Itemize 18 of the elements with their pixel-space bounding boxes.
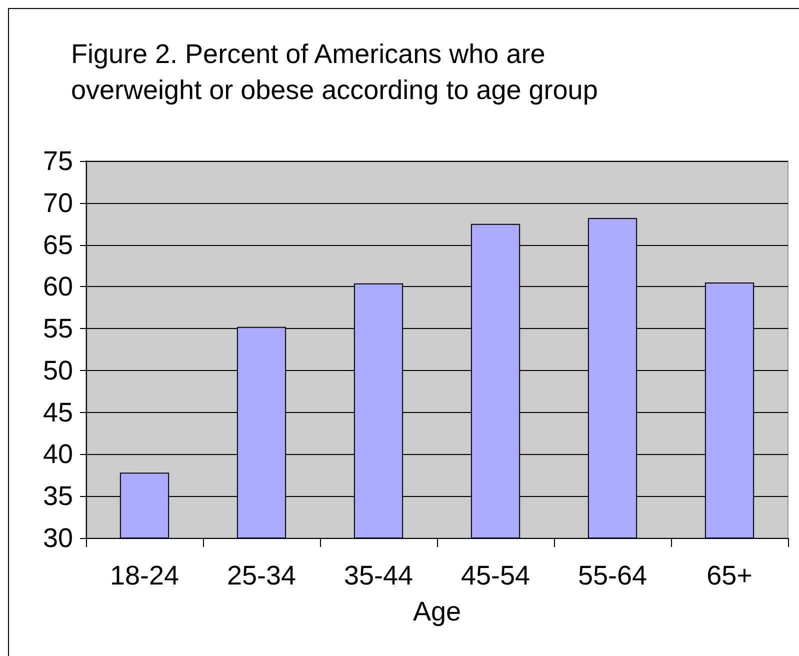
x-tick-label: 35-44: [344, 560, 414, 590]
y-tick-label: 40: [42, 439, 73, 470]
chart-title: Figure 2. Percent of Americans who are overweight or obese according to age group: [71, 39, 598, 105]
x-tick-label: 18-24: [110, 560, 180, 590]
y-tick-label: 75: [42, 146, 73, 176]
y-tick-label: 55: [42, 314, 73, 344]
x-tick-label: 55-64: [578, 560, 648, 590]
y-tick-label: 60: [42, 272, 73, 302]
y-tick-label: 30: [42, 523, 73, 553]
x-tick-label: 65+: [706, 560, 752, 590]
y-tick-label: 45: [42, 397, 73, 428]
y-tick-label: 50: [42, 355, 73, 386]
y-tick-label: 35: [42, 481, 73, 512]
x-tick-label: 45-54: [460, 560, 530, 590]
x-tick-label: 25-34: [226, 560, 296, 590]
y-tick-label: 65: [42, 230, 73, 260]
x-axis-title: Age: [412, 596, 462, 626]
y-tick-label: 70: [42, 188, 73, 218]
